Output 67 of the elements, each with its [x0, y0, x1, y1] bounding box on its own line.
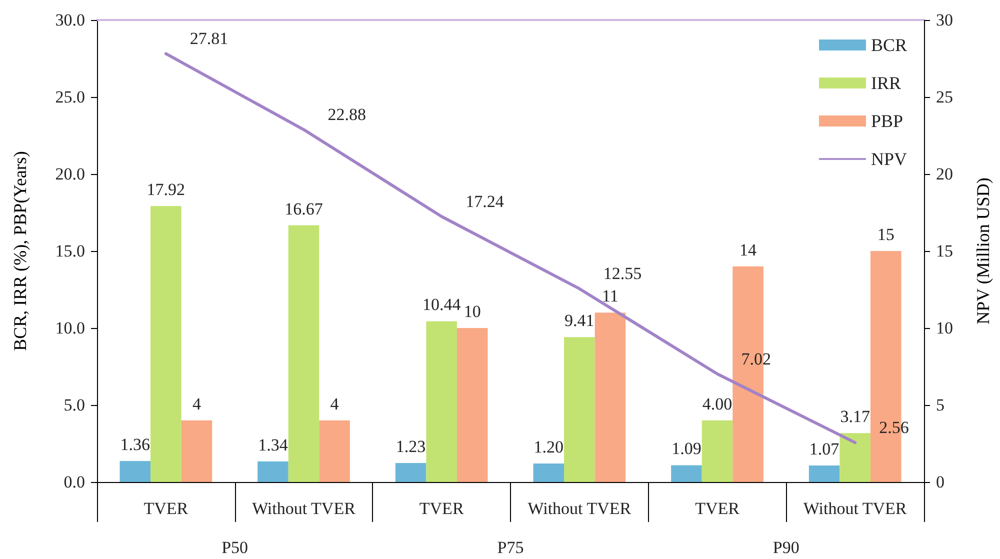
y-tick-label: 25.0 — [55, 88, 85, 106]
y-tick-label: 10.0 — [55, 318, 85, 338]
data-label: 16.67 — [284, 199, 324, 218]
data-label: 12.55 — [603, 264, 642, 284]
data-label: 1.36 — [120, 435, 150, 454]
bar — [319, 420, 350, 482]
data-label: 14 — [740, 240, 758, 260]
bar — [288, 225, 320, 482]
data-label: 15 — [877, 225, 894, 244]
y2-tick-label: 15 — [936, 242, 953, 260]
x-tick-label: Without TVER — [528, 499, 632, 518]
x-tick-label: Without TVER — [252, 499, 356, 518]
legend-label: IRR — [870, 73, 901, 93]
bar — [808, 466, 840, 482]
bar — [564, 337, 595, 482]
bar — [840, 433, 870, 482]
text: P50 — [222, 538, 248, 557]
legend-label: PBP — [870, 111, 904, 131]
data-label: 9.41 — [564, 311, 594, 330]
y2-tick-label: 0 — [936, 472, 944, 492]
y-tick-label: 15.0 — [55, 242, 85, 260]
x-tick-label: TVER — [419, 499, 464, 518]
bar — [594, 312, 626, 482]
data-label: 4 — [192, 394, 202, 414]
x-tick-label: TVER — [695, 499, 740, 518]
bar — [150, 206, 182, 482]
x-tick-label: Without TVER — [803, 499, 908, 518]
y2-tick-label: 10 — [936, 318, 953, 338]
data-label: 1.34 — [258, 435, 288, 454]
data-label: 10.44 — [422, 295, 462, 314]
y2-tick-label: 30 — [936, 10, 953, 30]
bar — [120, 461, 151, 482]
text: P75 — [497, 538, 524, 557]
y-tick-label: 5.0 — [64, 396, 85, 414]
x-tick-label: TVER — [144, 499, 189, 518]
bar — [181, 420, 212, 482]
data-label: 1.23 — [396, 437, 426, 456]
y-tick-label: 20.0 — [55, 164, 85, 184]
legend-label: NPV — [870, 149, 907, 169]
y-tick-label: 0.0 — [64, 472, 85, 492]
bar — [702, 420, 733, 482]
data-label: 17.92 — [146, 180, 186, 200]
y2-tick-label: 20 — [936, 164, 953, 184]
y-axis-title: BCR, IRR (%), PBP(Years) — [10, 151, 30, 351]
y-tick-label: 30.0 — [55, 10, 85, 30]
data-label: 10 — [464, 302, 481, 321]
data-label: 27.81 — [190, 29, 228, 48]
bar — [456, 328, 488, 482]
data-label: 1.07 — [809, 440, 840, 459]
data-label: 4 — [330, 394, 340, 414]
bar — [533, 464, 564, 482]
text: P90 — [772, 538, 800, 557]
data-label: 11 — [602, 286, 618, 306]
bar — [671, 465, 702, 482]
y2-tick-label: 5 — [936, 396, 944, 414]
data-label: 1.09 — [672, 439, 702, 458]
data-label: 3.17 — [840, 407, 870, 426]
data-label: 22.88 — [328, 105, 366, 124]
bar — [258, 461, 288, 482]
data-label: 1.20 — [534, 438, 564, 457]
bar — [395, 463, 426, 482]
y2-tick-label: 25 — [936, 88, 953, 106]
y2-axis-title: NPV (Million USD) — [973, 178, 993, 324]
legend-label: BCR — [870, 35, 908, 55]
data-label: 17.24 — [466, 192, 504, 212]
bar — [426, 321, 457, 482]
data-label: 4.00 — [702, 394, 732, 414]
